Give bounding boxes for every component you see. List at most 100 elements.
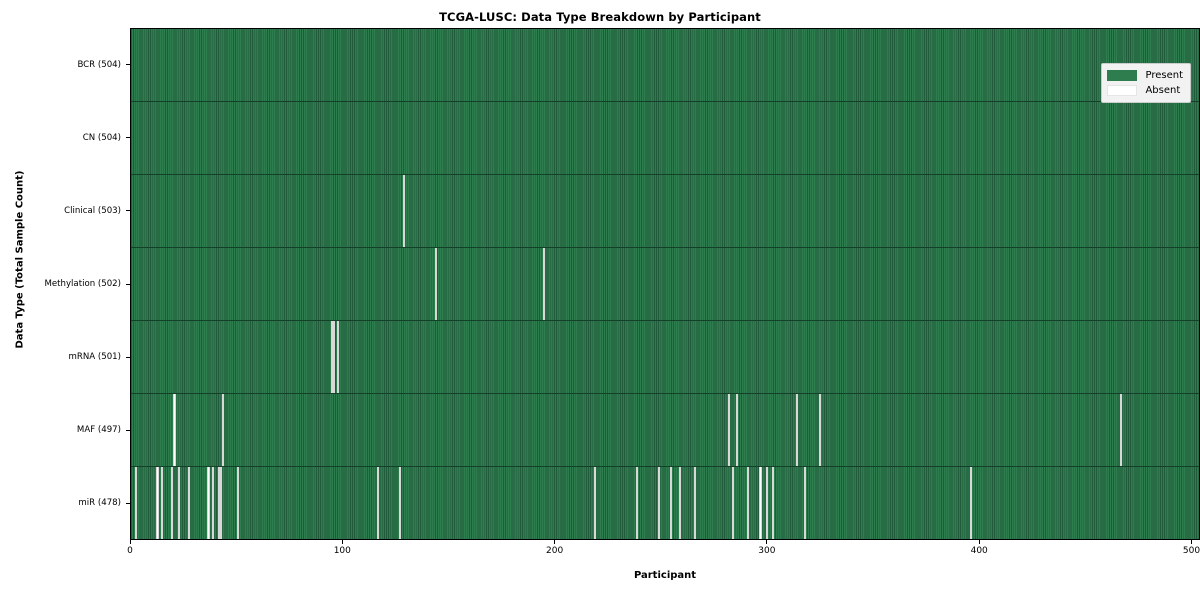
cell-edge-stripes [131, 102, 1199, 174]
y-axis-tick-mark [126, 210, 130, 212]
cell-edge-stripes [131, 321, 1199, 393]
absent-cell [156, 467, 159, 539]
y-axis-tick-label: CN (504) [82, 132, 121, 143]
heatmap-row [131, 29, 1199, 102]
absent-cell [237, 467, 240, 539]
x-axis-tick-label: 400 [970, 546, 988, 556]
legend-swatch-icon [1107, 70, 1138, 81]
x-axis-tick-mark [1191, 540, 1192, 544]
absent-cell [727, 394, 730, 466]
x-axis-tick: 0 [100, 540, 160, 556]
absent-cell [434, 248, 437, 320]
x-axis-tick-label: 300 [758, 546, 776, 556]
x-axis-tick: 200 [525, 540, 585, 556]
absent-cell [188, 467, 191, 539]
absent-cell [207, 467, 210, 539]
y-axis: BCR (504) CN (504) Clinical (503) Methylati… [0, 28, 130, 540]
chart-title: TCGA-LUSC: Data Type Breakdown by Partic… [439, 10, 761, 24]
x-axis-tick-mark [978, 540, 980, 544]
x-axis-tick-label: 0 [127, 546, 133, 556]
absent-cell [211, 467, 214, 539]
absent-cell [803, 467, 807, 539]
y-axis-tick-label: Methylation (502) [44, 279, 121, 289]
heatmap-row [131, 175, 1199, 248]
legend-label: Present [1145, 70, 1183, 81]
absent-cell [746, 467, 749, 539]
x-axis-tick-mark [129, 540, 131, 544]
absent-cell [693, 467, 696, 539]
legend-swatch-icon [1107, 85, 1138, 96]
y-axis-tick-label: MAF (497) [76, 425, 121, 436]
heatmap-row [131, 102, 1199, 175]
absent-cell [171, 467, 174, 539]
y-axis-tick-maf: MAF (497) [0, 423, 130, 437]
absent-cell [160, 467, 163, 539]
x-axis-title: Participant [633, 570, 697, 581]
y-axis-tick-mark [126, 283, 130, 285]
x-axis-tick-mark [554, 540, 556, 544]
absent-cell [731, 467, 734, 539]
absent-cell [330, 321, 333, 393]
cell-edge-stripes [131, 248, 1199, 320]
legend-entry-absent: Absent [1107, 83, 1183, 98]
absent-cell [795, 394, 798, 466]
x-axis: 0 100 200 300 400 500 [127, 540, 1200, 564]
absent-cell [657, 467, 660, 539]
absent-cell [220, 467, 223, 539]
heatmap-grid [131, 29, 1199, 539]
absent-cell [218, 467, 221, 539]
heatmap-row [131, 467, 1199, 539]
y-axis-tick-label: BCR (504) [77, 59, 121, 70]
x-axis-tick: 300 [737, 540, 797, 556]
heatmap-plot-area[interactable]: Present Absent [130, 28, 1200, 540]
absent-cell [336, 321, 340, 393]
y-axis-tick-clinical: Clinical (503) [0, 204, 130, 218]
x-axis-tick: 400 [949, 540, 1009, 556]
x-axis-tick-mark [341, 540, 343, 544]
absent-cell [332, 321, 335, 393]
y-axis-tick-label: Clinical (503) [64, 205, 121, 216]
absent-cell [593, 467, 596, 539]
x-axis-tick-label: 100 [333, 546, 351, 556]
absent-cell [177, 467, 180, 539]
absent-cell [969, 467, 972, 539]
y-axis-tick-mark [126, 356, 130, 358]
cell-edge-stripes [131, 394, 1199, 466]
y-axis-tick-bcr: BCR (504) [0, 58, 130, 72]
absent-cell [636, 467, 639, 539]
absent-cell [135, 467, 138, 539]
absent-cell [1120, 394, 1123, 466]
absent-cell [818, 394, 821, 466]
cell-edge-stripes [131, 29, 1199, 101]
absent-cell [377, 467, 380, 539]
y-axis-tick-label: miR (478) [78, 498, 121, 509]
y-axis-tick-mark [126, 429, 130, 431]
y-axis-tick-label: mRNA (501) [68, 352, 122, 363]
y-axis-tick-mark [126, 502, 130, 504]
absent-cell [222, 394, 225, 466]
legend-label: Absent [1145, 85, 1181, 96]
absent-cell [678, 467, 681, 539]
heatmap-row [131, 321, 1199, 394]
absent-cell [398, 467, 401, 539]
absent-cell [772, 467, 775, 539]
legend-entry-present: Present [1107, 68, 1183, 83]
chart-legend: Present Absent [1101, 63, 1191, 103]
x-axis-tick-label: 200 [546, 546, 564, 556]
y-axis-tick-methylation: Methylation (502) [0, 277, 130, 291]
y-axis-tick-mir: miR (478) [0, 496, 130, 510]
absent-cell [173, 394, 176, 466]
absent-cell [670, 467, 673, 539]
absent-cell [759, 467, 762, 539]
x-axis-tick: 500 [1162, 540, 1200, 556]
y-axis-tick-mark [126, 64, 130, 66]
x-axis-tick: 100 [312, 540, 372, 556]
x-axis-tick-mark [766, 540, 768, 544]
cell-edge-stripes [131, 467, 1199, 539]
cell-edge-stripes [131, 175, 1199, 247]
heatmap-row [131, 248, 1199, 321]
absent-cell [765, 467, 768, 539]
x-axis-tick-label: 500 [1182, 546, 1200, 556]
absent-cell [542, 248, 545, 320]
